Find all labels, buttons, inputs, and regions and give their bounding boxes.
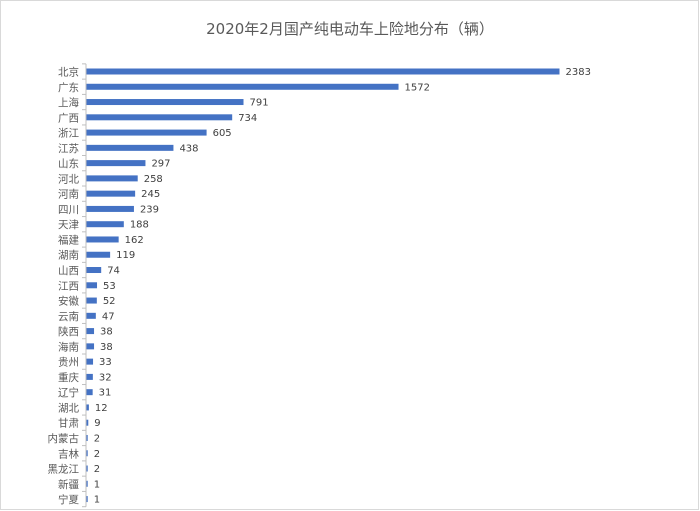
data-label: 188 — [130, 220, 149, 231]
data-label: 2383 — [566, 67, 591, 78]
data-label: 1572 — [405, 82, 430, 93]
data-label: 2 — [94, 464, 100, 475]
bar — [86, 282, 98, 289]
bar — [86, 160, 146, 167]
bar — [86, 434, 88, 441]
category-label: 四川 — [58, 204, 79, 216]
data-label: 12 — [95, 403, 108, 414]
category-label: 上海 — [58, 96, 79, 109]
data-label: 245 — [141, 189, 160, 200]
data-label: 791 — [250, 98, 269, 109]
data-label: 438 — [179, 143, 198, 154]
data-label: 2 — [94, 449, 100, 460]
bar — [86, 312, 96, 319]
bar — [86, 221, 124, 228]
category-label: 浙江 — [58, 128, 79, 140]
bar — [86, 343, 95, 350]
data-label: 53 — [103, 281, 116, 292]
category-label: 安徽 — [58, 295, 79, 308]
bar — [86, 389, 93, 396]
data-label: 162 — [125, 235, 144, 246]
data-label: 239 — [140, 204, 159, 215]
category-label: 陕西 — [58, 325, 79, 338]
bar — [86, 83, 399, 90]
bar — [86, 144, 174, 151]
category-label: 甘肃 — [58, 417, 79, 430]
category-label: 黑龙江 — [48, 463, 80, 476]
bar — [86, 358, 94, 365]
data-label: 605 — [213, 128, 232, 139]
category-label: 江西 — [58, 280, 79, 292]
category-label: 吉林 — [58, 447, 79, 460]
category-label: 贵州 — [58, 356, 79, 369]
category-label: 天津 — [58, 219, 79, 231]
bar — [86, 205, 134, 212]
data-label: 38 — [100, 342, 113, 353]
data-label: 1 — [94, 495, 100, 506]
data-label: 52 — [103, 296, 116, 307]
bar — [86, 68, 560, 75]
category-label: 河北 — [58, 173, 79, 185]
category-label: 云南 — [58, 310, 79, 323]
bar — [86, 297, 97, 304]
data-label: 119 — [116, 250, 135, 261]
category-label: 北京 — [58, 66, 79, 79]
category-label: 湖北 — [58, 402, 79, 414]
bar — [86, 190, 136, 197]
data-label: 31 — [99, 388, 112, 399]
category-label: 宁夏 — [58, 493, 79, 506]
category-label: 广东 — [58, 81, 79, 94]
bar — [86, 175, 138, 182]
category-label: 内蒙古 — [48, 432, 80, 445]
data-label: 38 — [100, 327, 113, 338]
category-label: 海南 — [58, 340, 79, 353]
category-label: 湖南 — [58, 249, 79, 262]
bar — [86, 129, 207, 136]
bar — [86, 465, 88, 472]
bar — [86, 236, 119, 243]
data-label: 1 — [94, 479, 100, 490]
data-label: 734 — [238, 113, 257, 124]
category-label: 广西 — [58, 112, 79, 124]
bar — [86, 404, 89, 411]
data-label: 2 — [94, 433, 100, 444]
data-label: 32 — [99, 372, 112, 383]
bar — [86, 267, 102, 274]
category-label: 山西 — [58, 265, 79, 277]
data-label: 33 — [99, 357, 112, 368]
bar — [86, 373, 93, 380]
category-label: 重庆 — [58, 371, 79, 384]
chart-title: 2020年2月国产纯电动车上险地分布（辆） — [206, 20, 494, 38]
category-label: 福建 — [58, 233, 79, 246]
category-label: 河南 — [58, 188, 79, 201]
bar — [86, 99, 244, 106]
category-label: 新疆 — [58, 478, 79, 491]
data-label: 74 — [107, 266, 120, 277]
bar — [86, 450, 88, 457]
bar — [86, 419, 89, 426]
bar — [86, 480, 88, 487]
data-label: 258 — [144, 174, 163, 185]
bar — [86, 251, 111, 258]
bar — [86, 114, 233, 121]
category-label: 辽宁 — [58, 386, 79, 399]
category-label: 山东 — [58, 157, 79, 170]
bar — [86, 496, 88, 503]
data-label: 297 — [151, 159, 170, 170]
category-label: 江苏 — [58, 142, 79, 155]
bar — [86, 328, 95, 335]
data-label: 47 — [102, 311, 115, 322]
data-label: 9 — [94, 418, 100, 429]
